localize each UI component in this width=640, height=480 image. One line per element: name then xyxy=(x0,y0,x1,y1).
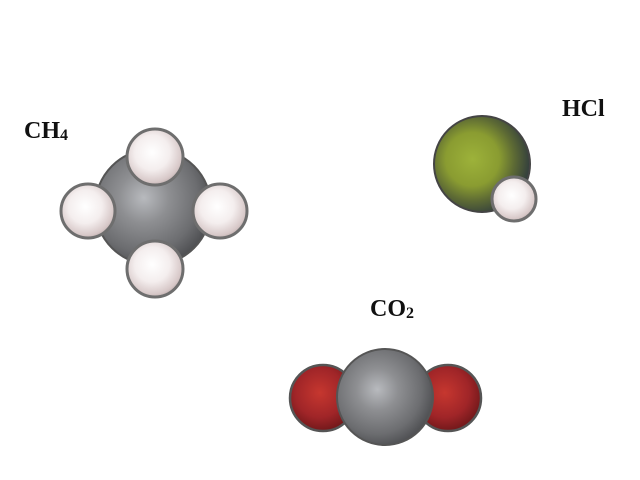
methane-hydrogen-atom-bottom xyxy=(125,239,185,299)
methane-hydrogen-atom-left xyxy=(59,182,117,240)
hydrogen-chloride-formula-label: HCl xyxy=(562,97,605,121)
carbon-dioxide-molecule xyxy=(288,348,483,446)
methane-hydrogen-atom-right xyxy=(191,182,249,240)
co2-carbon-atom xyxy=(336,348,434,446)
hcl-hydrogen-atom xyxy=(490,175,538,223)
methane-formula-label: CH4 xyxy=(24,118,68,144)
methane-formula-subscript: 4 xyxy=(60,127,68,144)
carbon-dioxide-formula-symbol: CO xyxy=(370,296,406,322)
carbon-dioxide-formula-subscript: 2 xyxy=(406,305,414,322)
methane-formula-symbol: CH xyxy=(24,118,60,144)
hydrogen-chloride-molecule xyxy=(433,115,538,223)
carbon-dioxide-formula-label: CO2 xyxy=(370,296,414,322)
methane-hydrogen-atom-top xyxy=(125,127,185,187)
methane-molecule xyxy=(59,127,249,299)
hydrogen-chloride-formula-symbol: HCl xyxy=(562,96,605,122)
